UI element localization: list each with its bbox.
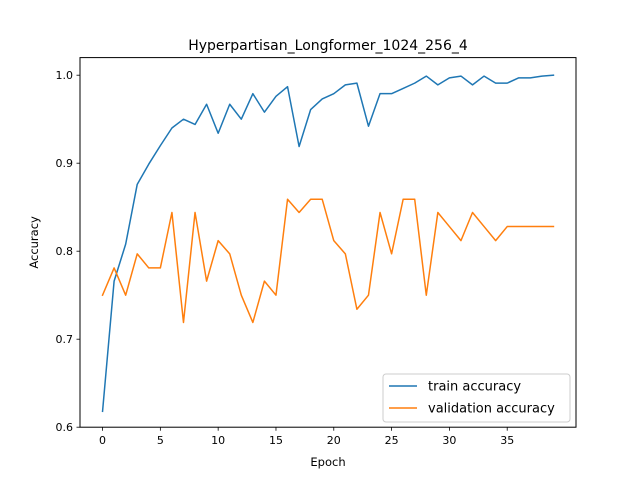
y-tick-label: 1.0 <box>56 69 74 82</box>
y-tick-label: 0.7 <box>56 333 74 346</box>
y-axis-label: Accuracy <box>27 216 41 269</box>
series-layer <box>101 74 555 413</box>
x-axis-label: Epoch <box>310 455 345 469</box>
x-tick-label: 10 <box>211 434 225 447</box>
legend-label-train: train accuracy <box>428 380 521 395</box>
x-tick-label: 20 <box>327 434 341 447</box>
x-tick-label: 5 <box>157 434 164 447</box>
x-tick-label: 30 <box>442 434 456 447</box>
legend-box <box>382 373 571 423</box>
train-accuracy-line <box>101 74 555 413</box>
legend-label-validation: validation accuracy <box>428 402 555 417</box>
legend: train accuracy validation accuracy <box>382 373 571 423</box>
x-tick-label: 15 <box>269 434 283 447</box>
x-tick-label: 0 <box>99 434 106 447</box>
validation-accuracy-line <box>101 198 555 324</box>
y-tick-label: 0.9 <box>56 157 74 170</box>
x-tick-label: 35 <box>500 434 514 447</box>
ticks-layer: 0 5 10 15 20 25 30 35 0.6 0.7 0.8 0.9 1.0 <box>56 69 515 447</box>
chart-title: Hyperpartisan_Longformer_1024_256_4 <box>188 38 468 54</box>
y-tick-label: 0.8 <box>56 245 74 258</box>
y-tick-label: 0.6 <box>56 421 74 434</box>
x-tick-label: 25 <box>385 434 399 447</box>
plot-frame <box>79 57 577 428</box>
